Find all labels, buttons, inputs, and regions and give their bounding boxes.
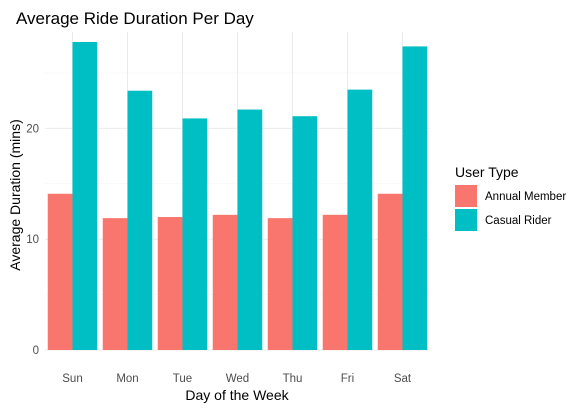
bar-annual-member-sat [377, 193, 403, 350]
bar-casual-rider-fri [347, 89, 373, 350]
bars [47, 41, 428, 351]
bar-casual-rider-sun [72, 41, 98, 350]
chart-title: Average Ride Duration Per Day [16, 9, 254, 28]
y-axis-title: Average Duration (mins) [7, 119, 23, 270]
legend-swatch-annual-member [455, 185, 477, 207]
bar-annual-member-tue [157, 217, 183, 350]
x-tick-label: Mon [116, 373, 138, 385]
bar-annual-member-wed [212, 214, 238, 350]
bar-annual-member-mon [102, 218, 128, 350]
bar-casual-rider-mon [127, 90, 153, 351]
legend-swatch-casual-rider [455, 209, 477, 231]
bar-casual-rider-tue [182, 118, 208, 351]
legend: User Type Annual Member Casual Rider [455, 164, 566, 231]
x-tick-label: Fri [341, 373, 354, 385]
legend-label-casual-rider: Casual Rider [485, 215, 552, 227]
bar-casual-rider-thu [292, 116, 318, 350]
axis-labels: 0 10 20 Sun Mon Tue Wed Thu Fri Sat [26, 123, 412, 385]
legend-title: User Type [455, 164, 519, 180]
bar-annual-member-sun [47, 193, 73, 350]
bar-casual-rider-wed [237, 109, 263, 350]
y-tick-label: 0 [33, 345, 39, 357]
x-tick-label: Sat [394, 373, 412, 385]
x-tick-label: Sun [62, 373, 82, 385]
x-tick-label: Wed [226, 373, 249, 385]
y-tick-label: 10 [26, 234, 39, 246]
legend-label-annual-member: Annual Member [485, 191, 566, 203]
bar-casual-rider-sat [402, 46, 428, 351]
x-tick-label: Thu [283, 373, 303, 385]
bar-annual-member-fri [322, 214, 348, 350]
y-tick-label: 20 [26, 123, 39, 135]
x-tick-label: Tue [173, 373, 192, 385]
bar-annual-member-thu [267, 218, 293, 350]
x-axis-title: Day of the Week [185, 387, 289, 403]
